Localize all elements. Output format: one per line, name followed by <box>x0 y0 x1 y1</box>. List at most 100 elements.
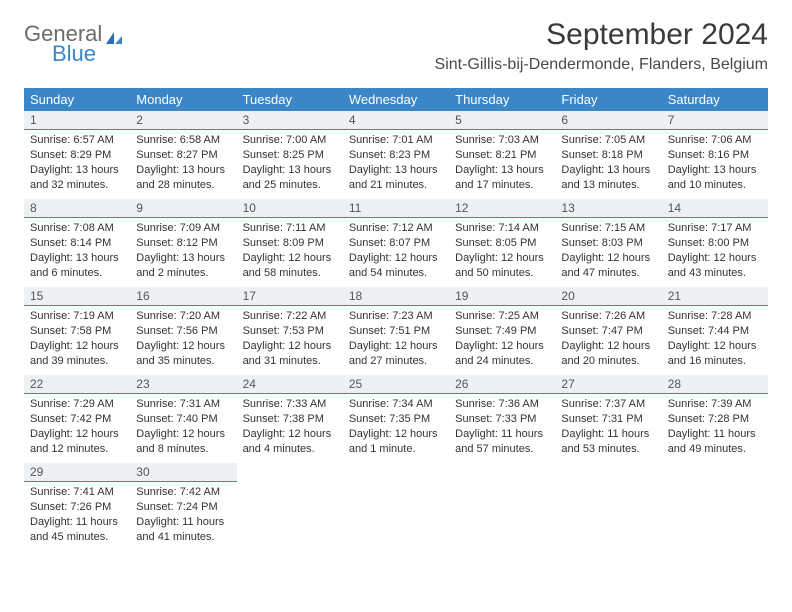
day-number: 20 <box>555 287 661 306</box>
calendar-cell: 4Sunrise: 7:01 AMSunset: 8:23 PMDaylight… <box>343 111 449 199</box>
calendar-body: 1Sunrise: 6:57 AMSunset: 8:29 PMDaylight… <box>24 111 768 551</box>
day-number: 7 <box>662 111 768 130</box>
day-number: 23 <box>130 375 236 394</box>
calendar-cell: 8Sunrise: 7:08 AMSunset: 8:14 PMDaylight… <box>24 199 130 287</box>
daylight-text: Daylight: 12 hours and 20 minutes. <box>561 339 655 369</box>
day-details: Sunrise: 7:15 AMSunset: 8:03 PMDaylight:… <box>555 218 661 286</box>
sunset-text: Sunset: 8:23 PM <box>349 148 443 163</box>
day-number: 30 <box>130 463 236 482</box>
daylight-text: Daylight: 11 hours and 53 minutes. <box>561 427 655 457</box>
sunrise-text: Sunrise: 7:36 AM <box>455 397 549 412</box>
sunset-text: Sunset: 7:58 PM <box>30 324 124 339</box>
sunset-text: Sunset: 7:28 PM <box>668 412 762 427</box>
day-details: Sunrise: 7:41 AMSunset: 7:26 PMDaylight:… <box>24 482 130 550</box>
sunrise-text: Sunrise: 7:19 AM <box>30 309 124 324</box>
sunset-text: Sunset: 8:09 PM <box>243 236 337 251</box>
sunrise-text: Sunrise: 7:23 AM <box>349 309 443 324</box>
daylight-text: Daylight: 12 hours and 24 minutes. <box>455 339 549 369</box>
daylight-text: Daylight: 13 hours and 21 minutes. <box>349 163 443 193</box>
calendar-cell: 26Sunrise: 7:36 AMSunset: 7:33 PMDayligh… <box>449 375 555 463</box>
sunrise-text: Sunrise: 7:42 AM <box>136 485 230 500</box>
day-details: Sunrise: 7:31 AMSunset: 7:40 PMDaylight:… <box>130 394 236 462</box>
sunset-text: Sunset: 7:35 PM <box>349 412 443 427</box>
day-details: Sunrise: 7:33 AMSunset: 7:38 PMDaylight:… <box>237 394 343 462</box>
daylight-text: Daylight: 13 hours and 6 minutes. <box>30 251 124 281</box>
sunset-text: Sunset: 8:27 PM <box>136 148 230 163</box>
daylight-text: Daylight: 13 hours and 10 minutes. <box>668 163 762 193</box>
weekday-header: Saturday <box>662 88 768 111</box>
day-details: Sunrise: 7:23 AMSunset: 7:51 PMDaylight:… <box>343 306 449 374</box>
weekday-header: Wednesday <box>343 88 449 111</box>
calendar-week: 15Sunrise: 7:19 AMSunset: 7:58 PMDayligh… <box>24 287 768 375</box>
daylight-text: Daylight: 12 hours and 8 minutes. <box>136 427 230 457</box>
day-details: Sunrise: 7:22 AMSunset: 7:53 PMDaylight:… <box>237 306 343 374</box>
calendar-cell: 18Sunrise: 7:23 AMSunset: 7:51 PMDayligh… <box>343 287 449 375</box>
sunset-text: Sunset: 7:33 PM <box>455 412 549 427</box>
daylight-text: Daylight: 11 hours and 49 minutes. <box>668 427 762 457</box>
sunrise-text: Sunrise: 7:20 AM <box>136 309 230 324</box>
calendar-cell: 30Sunrise: 7:42 AMSunset: 7:24 PMDayligh… <box>130 463 236 551</box>
calendar-cell <box>662 463 768 551</box>
day-number: 14 <box>662 199 768 218</box>
day-number: 12 <box>449 199 555 218</box>
day-details: Sunrise: 7:36 AMSunset: 7:33 PMDaylight:… <box>449 394 555 462</box>
calendar-cell: 7Sunrise: 7:06 AMSunset: 8:16 PMDaylight… <box>662 111 768 199</box>
day-details: Sunrise: 6:57 AMSunset: 8:29 PMDaylight:… <box>24 130 130 198</box>
calendar-cell: 3Sunrise: 7:00 AMSunset: 8:25 PMDaylight… <box>237 111 343 199</box>
daylight-text: Daylight: 11 hours and 57 minutes. <box>455 427 549 457</box>
day-number: 8 <box>24 199 130 218</box>
calendar-cell: 28Sunrise: 7:39 AMSunset: 7:28 PMDayligh… <box>662 375 768 463</box>
sunrise-text: Sunrise: 7:15 AM <box>561 221 655 236</box>
day-number: 4 <box>343 111 449 130</box>
sunset-text: Sunset: 7:42 PM <box>30 412 124 427</box>
sunset-text: Sunset: 8:14 PM <box>30 236 124 251</box>
sunset-text: Sunset: 7:44 PM <box>668 324 762 339</box>
sunset-text: Sunset: 7:56 PM <box>136 324 230 339</box>
calendar-cell: 27Sunrise: 7:37 AMSunset: 7:31 PMDayligh… <box>555 375 661 463</box>
calendar-week: 1Sunrise: 6:57 AMSunset: 8:29 PMDaylight… <box>24 111 768 199</box>
weekday-header: Thursday <box>449 88 555 111</box>
day-details: Sunrise: 7:08 AMSunset: 8:14 PMDaylight:… <box>24 218 130 286</box>
logo: General Blue <box>24 18 124 65</box>
calendar-cell: 22Sunrise: 7:29 AMSunset: 7:42 PMDayligh… <box>24 375 130 463</box>
calendar-cell: 20Sunrise: 7:26 AMSunset: 7:47 PMDayligh… <box>555 287 661 375</box>
sunset-text: Sunset: 8:25 PM <box>243 148 337 163</box>
day-number: 9 <box>130 199 236 218</box>
sunrise-text: Sunrise: 7:28 AM <box>668 309 762 324</box>
day-number: 18 <box>343 287 449 306</box>
daylight-text: Daylight: 12 hours and 43 minutes. <box>668 251 762 281</box>
day-details: Sunrise: 7:00 AMSunset: 8:25 PMDaylight:… <box>237 130 343 198</box>
sunset-text: Sunset: 7:31 PM <box>561 412 655 427</box>
day-number: 25 <box>343 375 449 394</box>
day-number: 26 <box>449 375 555 394</box>
day-number: 16 <box>130 287 236 306</box>
sunrise-text: Sunrise: 7:11 AM <box>243 221 337 236</box>
sunset-text: Sunset: 8:16 PM <box>668 148 762 163</box>
sunrise-text: Sunrise: 7:12 AM <box>349 221 443 236</box>
day-number: 10 <box>237 199 343 218</box>
day-number: 13 <box>555 199 661 218</box>
page-title: September 2024 <box>435 18 768 52</box>
calendar-cell: 15Sunrise: 7:19 AMSunset: 7:58 PMDayligh… <box>24 287 130 375</box>
sunrise-text: Sunrise: 7:00 AM <box>243 133 337 148</box>
sunset-text: Sunset: 8:00 PM <box>668 236 762 251</box>
day-number: 6 <box>555 111 661 130</box>
day-number: 21 <box>662 287 768 306</box>
calendar-head: SundayMondayTuesdayWednesdayThursdayFrid… <box>24 88 768 111</box>
daylight-text: Daylight: 12 hours and 58 minutes. <box>243 251 337 281</box>
calendar-cell: 14Sunrise: 7:17 AMSunset: 8:00 PMDayligh… <box>662 199 768 287</box>
sunset-text: Sunset: 7:38 PM <box>243 412 337 427</box>
daylight-text: Daylight: 12 hours and 54 minutes. <box>349 251 443 281</box>
day-details: Sunrise: 7:01 AMSunset: 8:23 PMDaylight:… <box>343 130 449 198</box>
sunrise-text: Sunrise: 7:25 AM <box>455 309 549 324</box>
daylight-text: Daylight: 12 hours and 12 minutes. <box>30 427 124 457</box>
calendar-cell: 12Sunrise: 7:14 AMSunset: 8:05 PMDayligh… <box>449 199 555 287</box>
sunrise-text: Sunrise: 7:39 AM <box>668 397 762 412</box>
calendar-cell <box>555 463 661 551</box>
sunset-text: Sunset: 7:53 PM <box>243 324 337 339</box>
daylight-text: Daylight: 12 hours and 1 minute. <box>349 427 443 457</box>
sunrise-text: Sunrise: 7:34 AM <box>349 397 443 412</box>
day-details: Sunrise: 7:06 AMSunset: 8:16 PMDaylight:… <box>662 130 768 198</box>
sunrise-text: Sunrise: 7:26 AM <box>561 309 655 324</box>
calendar-week: 8Sunrise: 7:08 AMSunset: 8:14 PMDaylight… <box>24 199 768 287</box>
